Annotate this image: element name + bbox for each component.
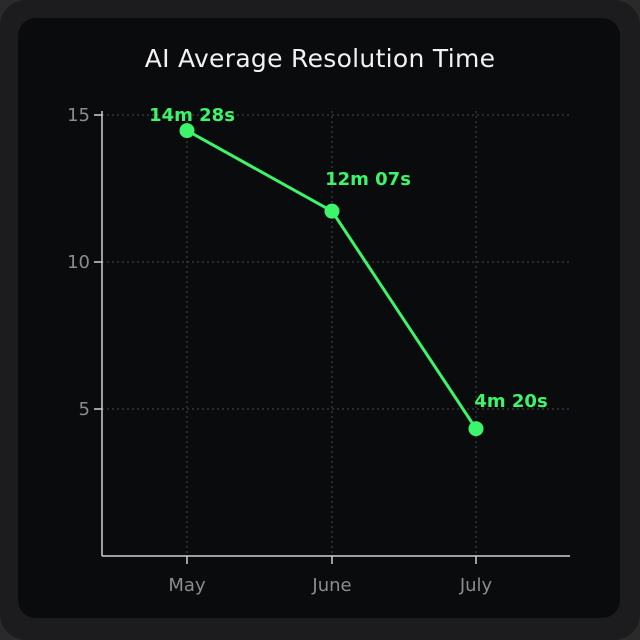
data-labels: 14m 28s 12m 07s 4m 20s xyxy=(149,105,548,412)
data-point xyxy=(179,123,195,139)
data-label: 12m 07s xyxy=(325,169,411,190)
x-tick-label: May xyxy=(168,575,206,596)
x-tick-label: June xyxy=(311,575,351,596)
chart-panel xyxy=(18,18,620,618)
y-tick-label: 15 xyxy=(67,105,90,126)
x-tick-label: July xyxy=(459,575,493,596)
data-point xyxy=(468,421,484,437)
series-line xyxy=(179,123,484,437)
chart-title: AI Average Resolution Time xyxy=(144,44,496,73)
data-point xyxy=(324,203,340,219)
x-tick-labels: May June July xyxy=(168,575,492,596)
y-tick-labels: 5 10 15 xyxy=(67,105,90,420)
data-label: 4m 20s xyxy=(474,391,547,412)
axes xyxy=(94,111,570,564)
data-label: 14m 28s xyxy=(149,105,235,126)
y-tick-label: 10 xyxy=(67,252,90,273)
grid-lines xyxy=(102,111,570,556)
y-tick-label: 5 xyxy=(79,399,90,420)
